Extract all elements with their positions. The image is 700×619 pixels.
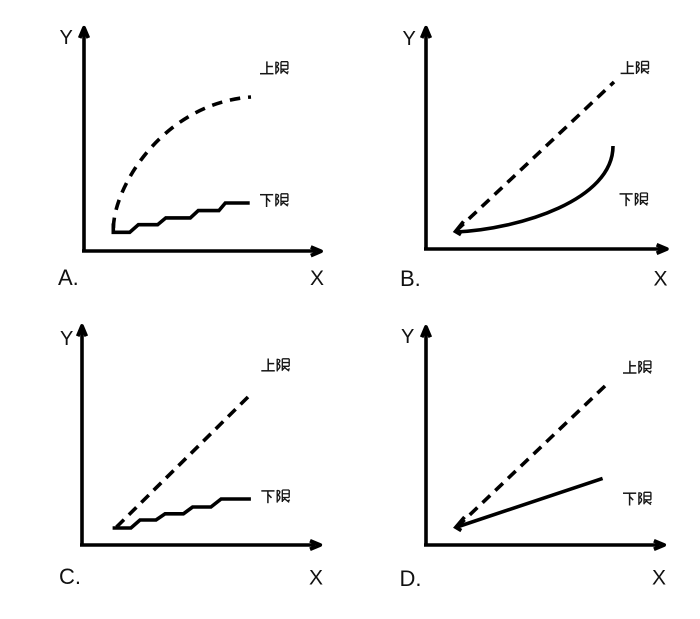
svg-text:X: X (654, 268, 668, 291)
svg-text:X: X (652, 567, 666, 590)
svg-text:X: X (309, 567, 323, 590)
svg-text:Y: Y (60, 328, 73, 350)
svg-text:D.: D. (400, 566, 422, 591)
svg-text:X: X (310, 267, 324, 290)
svg-text:A.: A. (58, 265, 79, 290)
svg-text:Y: Y (403, 28, 416, 50)
svg-text:B.: B. (400, 266, 421, 291)
svg-text:C.: C. (59, 564, 81, 589)
svg-text:Y: Y (60, 27, 73, 49)
svg-text:Y: Y (401, 326, 414, 348)
